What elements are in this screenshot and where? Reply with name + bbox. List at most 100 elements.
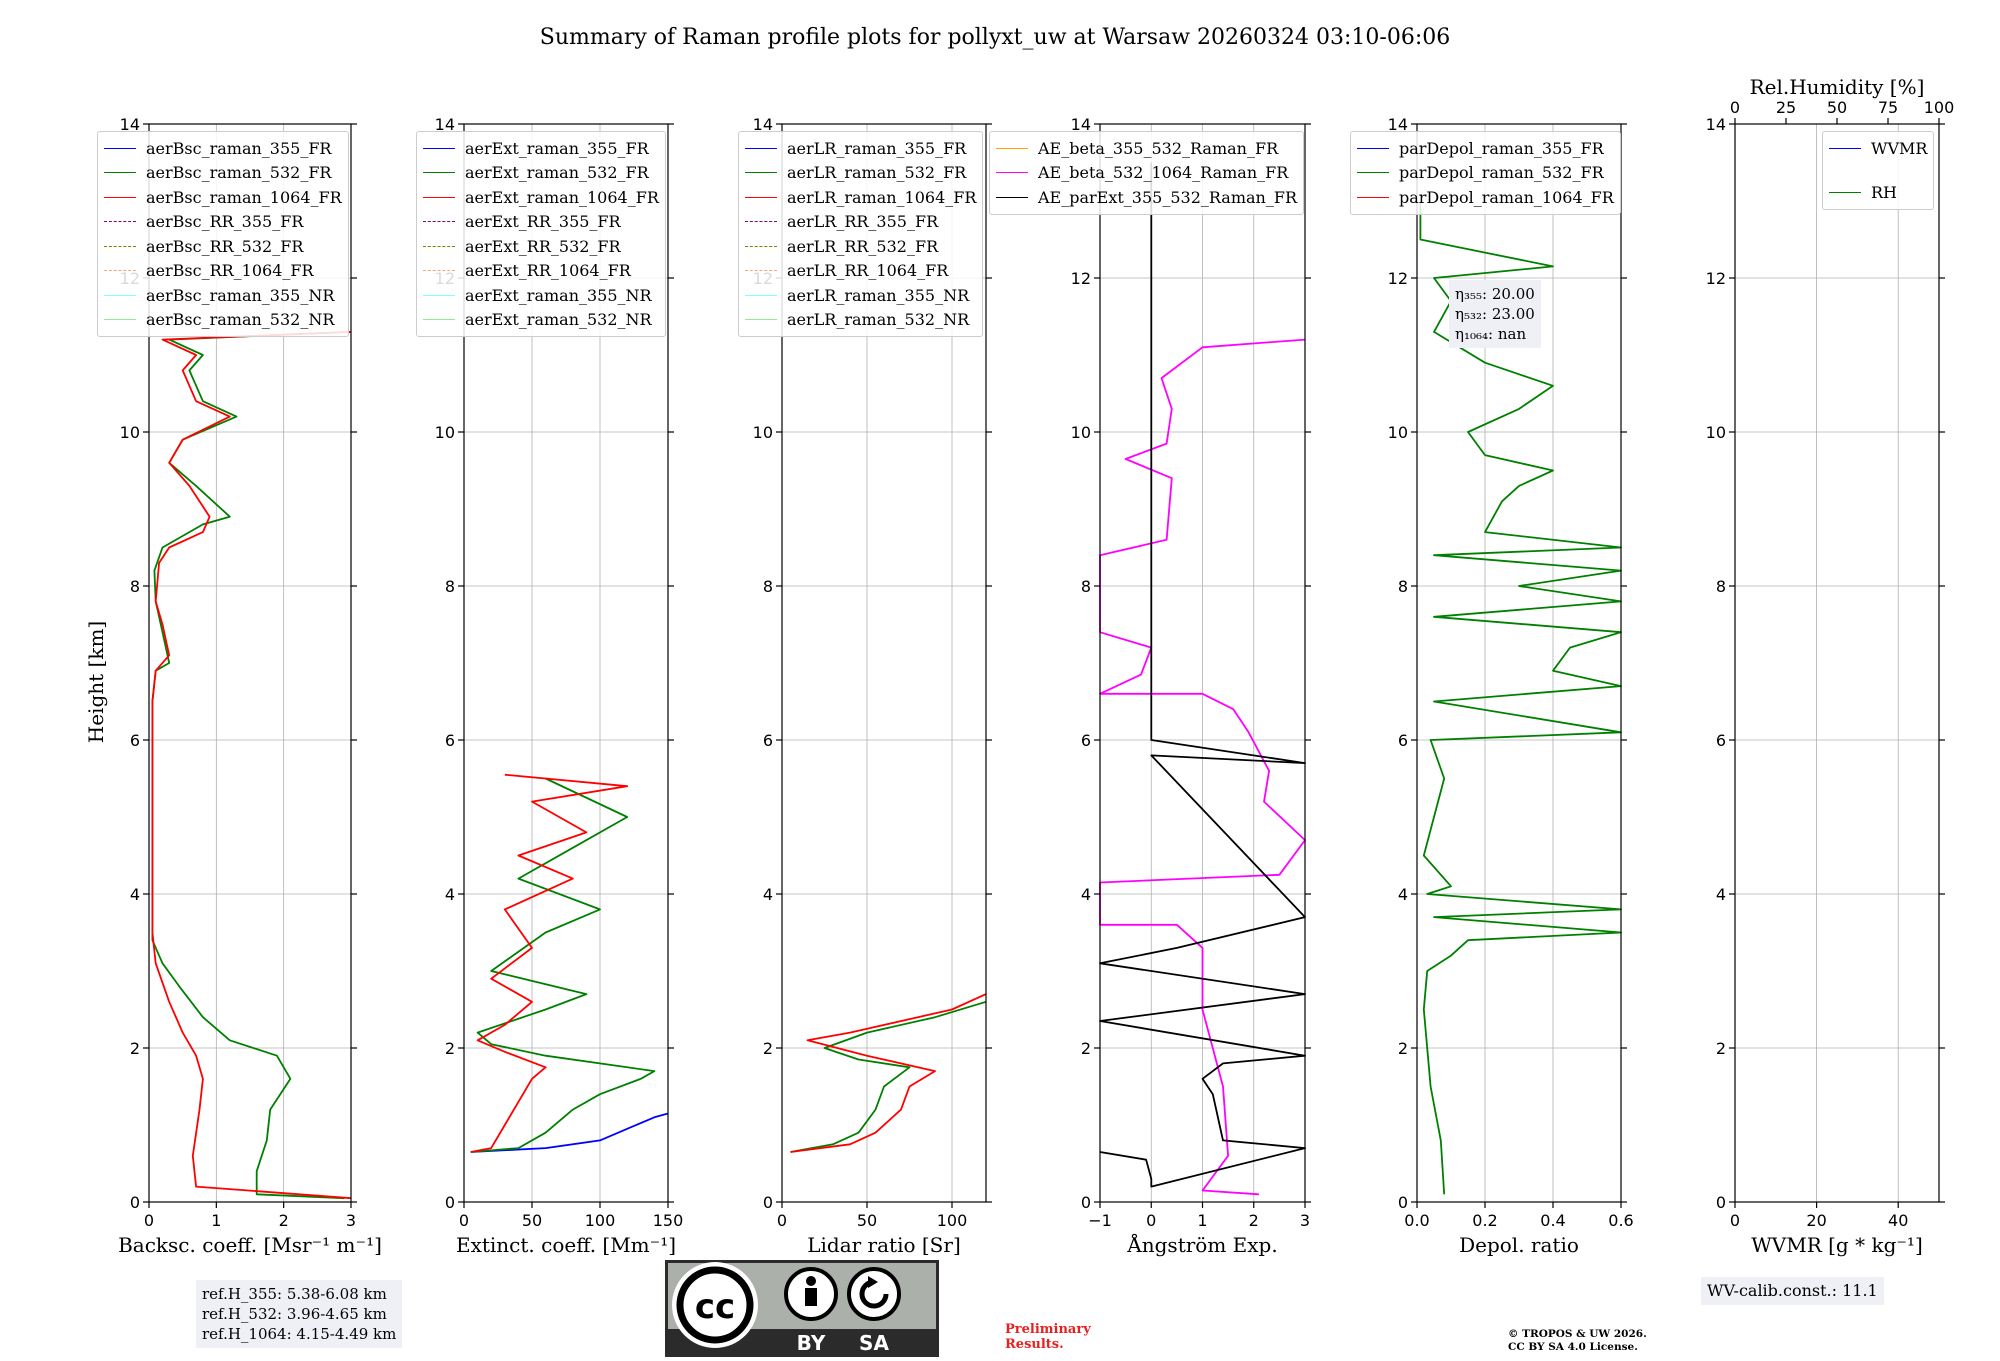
- legend-label: aerExt_raman_1064_FR: [465, 187, 659, 207]
- legend-label: aerLR_RR_355_FR: [787, 212, 939, 232]
- top-x-axis-label: Rel.Humidity [%]: [1750, 75, 1925, 99]
- copyright-note: © TROPOS & UW 2026. CC BY SA 4.0 License…: [1508, 1328, 1647, 1354]
- legend-entry: RH: [1829, 181, 1927, 206]
- top-x-tick-label: 100: [1924, 98, 1955, 117]
- legend-swatch: [745, 270, 777, 272]
- panel-wv: 0 20 40 0 2 4 6 8 10 12 14 WVMR [g * kg⁻¹] 0 25 50 75 10…: [1706, 75, 1955, 1257]
- cc-text: cc: [695, 1287, 735, 1327]
- legend-swatch: [104, 147, 136, 149]
- legend-label: aerBsc_raman_355_NR: [146, 285, 335, 305]
- legend-label: AE_beta_532_1064_Raman_FR: [1038, 163, 1289, 183]
- legend-label: aerLR_RR_532_FR: [787, 236, 939, 256]
- series-aerBsc_raman_1064_FR: [151, 331, 352, 1200]
- y-tick-label: 6: [763, 731, 773, 750]
- legend-swatch: [104, 294, 136, 296]
- y-tick-label: 10: [435, 423, 455, 442]
- y-tick-label: 10: [120, 423, 140, 442]
- y-tick-label: 6: [445, 731, 455, 750]
- x-tick-label: 0: [144, 1211, 154, 1230]
- legend-label: aerExt_RR_1064_FR: [465, 261, 631, 281]
- legend-swatch: [745, 294, 777, 296]
- legend-swatch: [745, 245, 777, 247]
- legend-entry: aerLR_raman_532_NR: [745, 308, 976, 333]
- x-axis-label: Lidar ratio [Sr]: [807, 1233, 961, 1257]
- legend-label: parDepol_raman_1064_FR: [1399, 187, 1614, 207]
- legend-entry: aerLR_RR_1064_FR: [745, 259, 976, 284]
- panels: 0 12 3 0 2 4 6 8 10 12 14 Backsc. coeff. [Msr⁻¹ m⁻¹…: [118, 75, 1954, 1257]
- legend-label: aerExt_raman_355_NR: [465, 285, 652, 305]
- legend-swatch: [423, 294, 455, 296]
- legend-swatch: [745, 196, 777, 198]
- legend-entry: aerBsc_raman_532_FR: [104, 161, 342, 186]
- preliminary-line-1: Preliminary: [1005, 1322, 1091, 1337]
- top-x-tick-label: 50: [1827, 98, 1847, 117]
- legend-swatch: [745, 172, 777, 174]
- legend-swatch: [423, 270, 455, 272]
- legend-entry: AE_beta_532_1064_Raman_FR: [996, 161, 1297, 186]
- legend-label: aerExt_raman_355_FR: [465, 138, 649, 158]
- series-aerExt_raman_1064_FR: [470, 773, 629, 1153]
- eta-value: η₅₃₂: 23.00: [1455, 305, 1535, 323]
- eta-value: η₁₀₆₄: nan: [1455, 325, 1527, 343]
- y-tick-label: 10: [753, 423, 773, 442]
- series-aerExt_raman_355_FR: [470, 1112, 669, 1153]
- x-tick-label: 3: [346, 1211, 356, 1230]
- legend-label: aerExt_RR_532_FR: [465, 236, 621, 256]
- legend-entry: aerExt_raman_1064_FR: [423, 185, 659, 210]
- y-tick-label: 4: [130, 885, 140, 904]
- top-x-tick-label: 0: [1730, 98, 1740, 117]
- y-tick-label: 0: [445, 1193, 455, 1212]
- legend-label: aerLR_raman_355_FR: [787, 138, 967, 158]
- y-tick-label: 10: [1071, 423, 1091, 442]
- series-aerExt_raman_532_FR: [470, 777, 656, 1153]
- legend-ae: AE_beta_355_532_Raman_FR AE_beta_532_1064…: [989, 131, 1304, 215]
- legend-label: aerBsc_raman_532_NR: [146, 310, 335, 330]
- copyright-line-1: © TROPOS & UW 2026.: [1508, 1328, 1647, 1340]
- legend-swatch: [745, 319, 777, 321]
- y-tick-label: 12: [1706, 269, 1726, 288]
- x-tick-label: 100: [585, 1211, 616, 1230]
- legend-swatch: [104, 196, 136, 198]
- ref-h-532: ref.H_532: 3.96-4.65 km: [202, 1305, 387, 1323]
- x-axis-label: WVMR [g * kg⁻¹]: [1751, 1233, 1923, 1257]
- y-tick-label: 12: [1071, 269, 1091, 288]
- y-tick-label: 10: [1388, 423, 1408, 442]
- legend-entry: AE_beta_355_532_Raman_FR: [996, 136, 1297, 161]
- wv-calib-box: WV-calib.const.: 11.1: [1701, 1277, 1884, 1305]
- x-tick-label: 0: [777, 1211, 787, 1230]
- series-aerBsc_raman_532_FR: [151, 331, 352, 1200]
- legend-entry: aerBsc_RR_355_FR: [104, 210, 342, 235]
- y-tick-label: 8: [763, 577, 773, 596]
- axes-frame: [1734, 123, 1940, 1203]
- legend-entry: aerExt_raman_355_FR: [423, 136, 659, 161]
- y-tick-label: 2: [1081, 1039, 1091, 1058]
- y-tick-label: 12: [1388, 269, 1408, 288]
- x-axis-label: Ångström Exp.: [1126, 1232, 1277, 1257]
- legend-entry: parDepol_raman_355_FR: [1357, 136, 1614, 161]
- legend-label: aerBsc_raman_1064_FR: [146, 187, 342, 207]
- reference-heights-box: ref.H_355: 5.38-6.08 km ref.H_532: 3.96-…: [196, 1280, 403, 1348]
- legend-label: aerExt_raman_532_FR: [465, 163, 649, 183]
- legend-label: RH: [1871, 183, 1897, 203]
- legend-swatch: [423, 172, 455, 174]
- y-tick-label: 2: [1398, 1039, 1408, 1058]
- y-tick-label: 2: [1716, 1039, 1726, 1058]
- legend-swatch: [1829, 192, 1861, 194]
- eta-value: η₃₅₅: 20.00: [1455, 285, 1535, 303]
- cc-license-logo[interactable]: cc BY SA: [665, 1260, 939, 1357]
- legend-swatch: [423, 245, 455, 247]
- legend-swatch: [104, 270, 136, 272]
- legend-swatch: [996, 196, 1028, 198]
- legend-dep: parDepol_raman_355_FR parDepol_raman_532_…: [1350, 131, 1621, 215]
- series-parDepol_raman_532_FR: [1419, 201, 1622, 1195]
- y-tick-label: 2: [763, 1039, 773, 1058]
- legend-entry: AE_parExt_355_532_Raman_FR: [996, 185, 1297, 210]
- y-tick-label: 14: [120, 115, 140, 134]
- y-tick-label: 0: [1081, 1193, 1091, 1212]
- x-axis-label: Backsc. coeff. [Msr⁻¹ m⁻¹]: [118, 1233, 382, 1257]
- x-tick-label: 2: [1249, 1211, 1259, 1230]
- legend-label: aerLR_RR_1064_FR: [787, 261, 949, 281]
- legend-label: AE_beta_355_532_Raman_FR: [1038, 138, 1279, 158]
- y-tick-label: 14: [1071, 115, 1091, 134]
- figure-title: Summary of Raman profile plots for polly…: [540, 25, 1450, 50]
